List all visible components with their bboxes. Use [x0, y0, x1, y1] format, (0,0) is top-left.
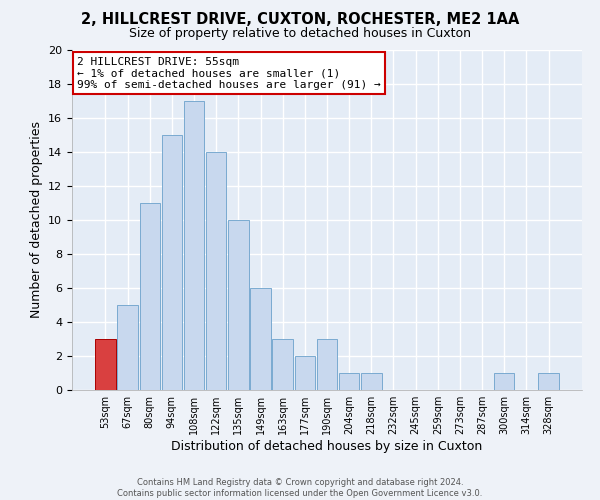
Bar: [161, 135, 182, 390]
Bar: [140, 203, 160, 390]
Text: 2 HILLCREST DRIVE: 55sqm
← 1% of detached houses are smaller (1)
99% of semi-det: 2 HILLCREST DRIVE: 55sqm ← 1% of detache…: [77, 57, 381, 90]
Bar: [184, 101, 204, 390]
Bar: [250, 288, 271, 390]
Bar: [538, 373, 559, 390]
Bar: [361, 373, 382, 390]
Y-axis label: Number of detached properties: Number of detached properties: [29, 122, 43, 318]
Bar: [295, 356, 315, 390]
Bar: [206, 152, 226, 390]
Bar: [228, 220, 248, 390]
Bar: [317, 339, 337, 390]
X-axis label: Distribution of detached houses by size in Cuxton: Distribution of detached houses by size …: [172, 440, 482, 453]
Bar: [95, 339, 116, 390]
Text: 2, HILLCREST DRIVE, CUXTON, ROCHESTER, ME2 1AA: 2, HILLCREST DRIVE, CUXTON, ROCHESTER, M…: [81, 12, 519, 28]
Bar: [494, 373, 514, 390]
Bar: [118, 305, 138, 390]
Text: Size of property relative to detached houses in Cuxton: Size of property relative to detached ho…: [129, 28, 471, 40]
Bar: [339, 373, 359, 390]
Text: Contains HM Land Registry data © Crown copyright and database right 2024.
Contai: Contains HM Land Registry data © Crown c…: [118, 478, 482, 498]
Bar: [272, 339, 293, 390]
